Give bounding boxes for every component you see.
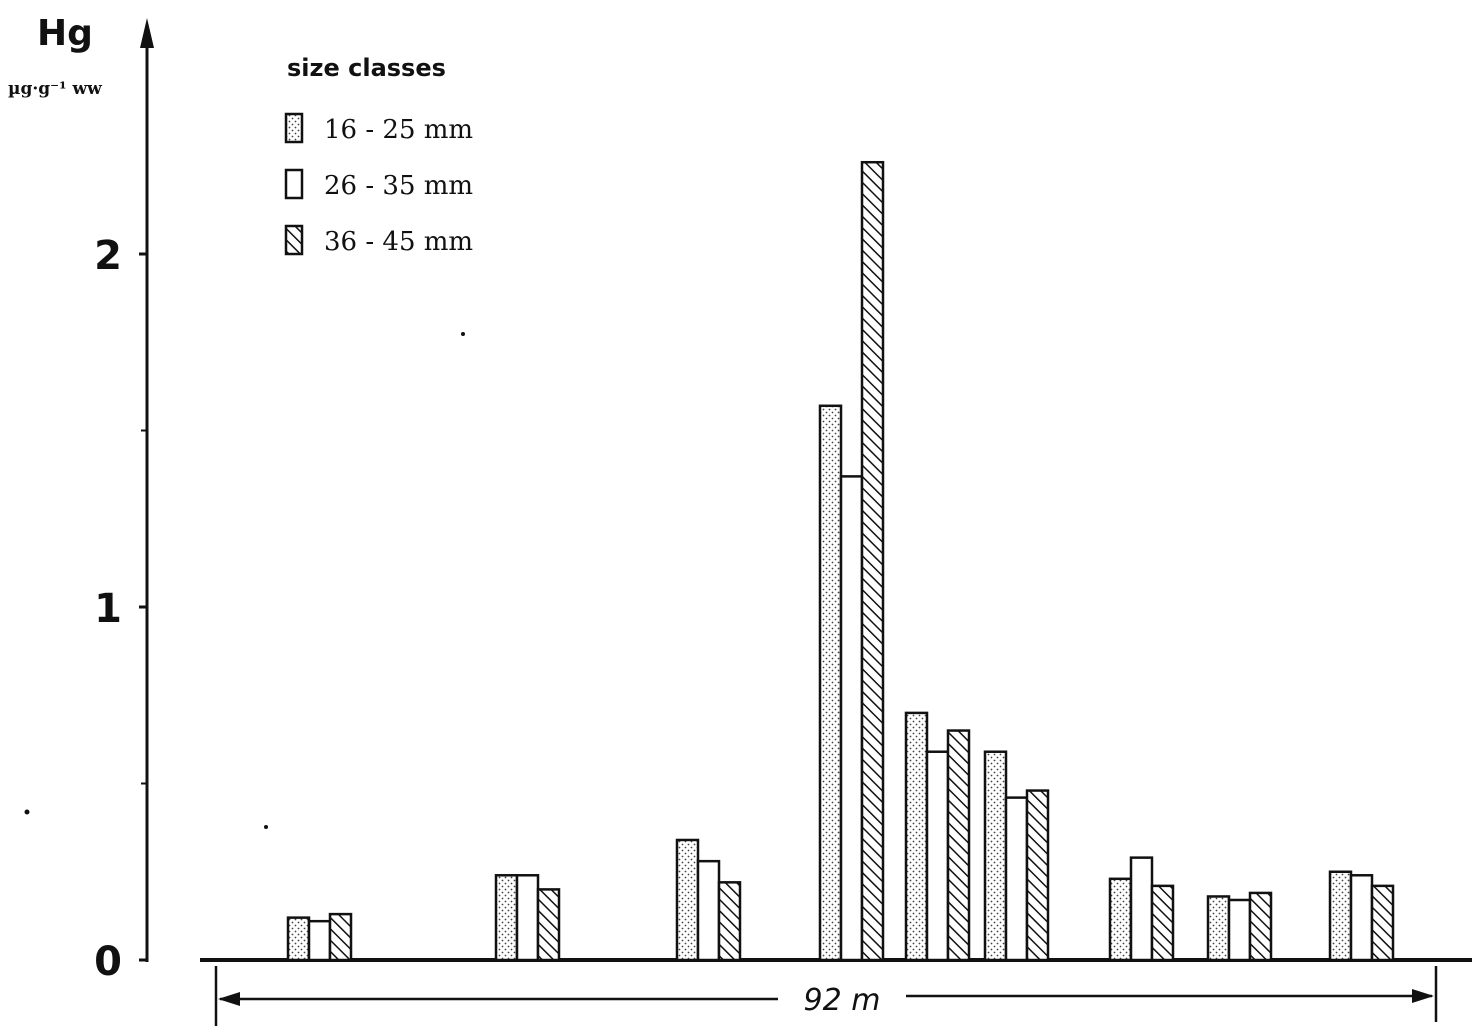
bar-group-5-36-45	[946, 729, 971, 962]
bar-group-3-16-25	[675, 838, 700, 962]
bar-group-4-26-35	[839, 475, 864, 962]
distance-indicator: 92 m	[214, 966, 1438, 1026]
y-axis-unit: µg·g⁻¹ ww	[8, 79, 102, 99]
y-axis-label: Hg	[37, 13, 93, 54]
scan-speck	[264, 825, 268, 829]
bar-group-5-26-35	[925, 750, 950, 962]
bar-group-2-26-35	[515, 874, 540, 962]
distance-arrow-right	[1412, 989, 1434, 1003]
legend-label-16-25: 16 - 25 mm	[324, 115, 473, 145]
bar-group-9-16-25	[1328, 870, 1353, 962]
bar-group-8-26-35	[1227, 898, 1252, 962]
bar-group-3-36-45	[717, 881, 742, 962]
y-tick-label: 0	[94, 939, 122, 985]
bar-group-8-36-45	[1248, 891, 1273, 962]
y-axis-arrow	[140, 18, 154, 48]
bar-group-5-16-25	[904, 711, 929, 962]
legend-title: size classes	[287, 54, 446, 82]
bar-group-6-26-35	[1004, 796, 1029, 962]
y-tick-label: 1	[94, 586, 122, 632]
bar-group-7-26-35	[1129, 856, 1154, 962]
bar-group-4-36-45	[860, 160, 885, 962]
y-tick-label: 2	[94, 233, 122, 279]
bar-group-8-16-25	[1206, 895, 1231, 962]
bar-group-1-36-45	[328, 912, 353, 962]
scan-speck	[461, 332, 465, 336]
bar-group-1-26-35	[307, 919, 332, 962]
bar-group-2-36-45	[536, 888, 561, 962]
scan-speck	[24, 809, 30, 815]
legend: size classes 16 - 25 mm 26 - 35 mm 36 - …	[284, 54, 473, 257]
legend-label-26-35: 26 - 35 mm	[324, 171, 473, 201]
bar-group-6-16-25	[983, 750, 1008, 962]
legend-swatch-16-25	[284, 112, 304, 144]
bar-group-2-16-25	[494, 874, 519, 962]
bar-group-4-16-25	[818, 404, 843, 962]
bar-group-7-16-25	[1108, 877, 1133, 962]
legend-swatch-26-35	[284, 168, 304, 200]
distance-arrow-left	[218, 992, 240, 1006]
y-ticks: 0 1 2	[94, 233, 147, 985]
distance-label: 92 m	[804, 983, 881, 1018]
bar-group-3-26-35	[696, 859, 721, 962]
bar-group-6-36-45	[1025, 789, 1050, 962]
bars	[286, 160, 1395, 962]
legend-label-36-45: 36 - 45 mm	[324, 227, 473, 257]
bar-group-9-26-35	[1349, 874, 1374, 962]
bar-group-7-36-45	[1150, 884, 1175, 962]
legend-swatch-36-45	[284, 224, 304, 256]
bar-group-1-16-25	[286, 916, 311, 962]
bar-group-9-36-45	[1370, 884, 1395, 962]
